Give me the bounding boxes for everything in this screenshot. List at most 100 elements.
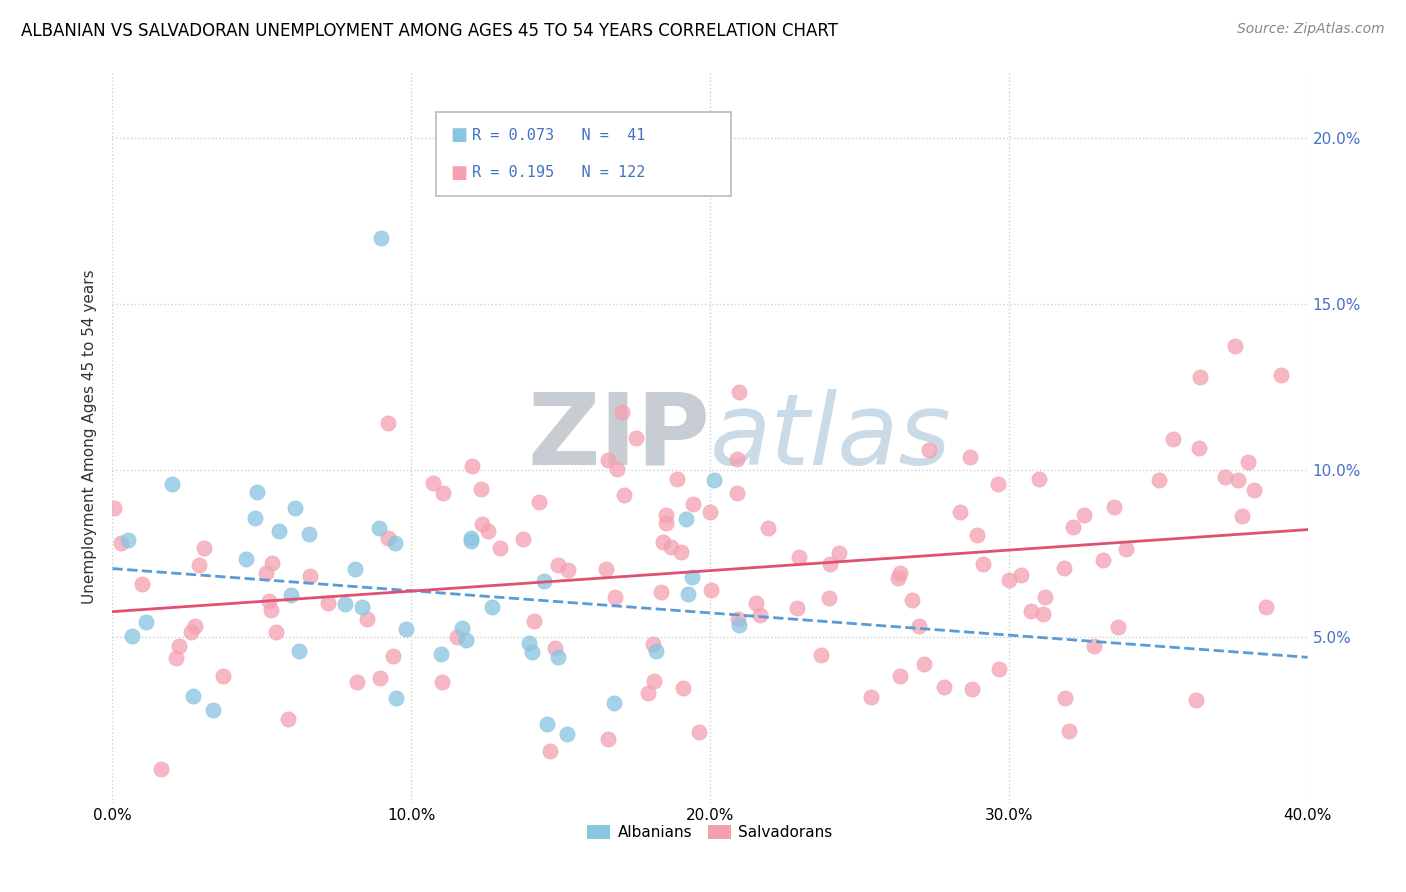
Point bbox=[346, 675, 368, 690]
Point bbox=[533, 574, 555, 589]
Point bbox=[1053, 560, 1076, 574]
Point bbox=[260, 602, 283, 616]
Point bbox=[613, 488, 636, 502]
Point bbox=[644, 644, 666, 658]
Point bbox=[987, 477, 1010, 491]
Point bbox=[538, 744, 561, 758]
Point bbox=[912, 657, 935, 672]
Point bbox=[598, 452, 620, 467]
Point bbox=[789, 549, 811, 564]
Point bbox=[377, 531, 399, 545]
Point bbox=[901, 593, 924, 607]
Point bbox=[699, 505, 721, 519]
Point bbox=[1010, 568, 1032, 582]
Point bbox=[536, 717, 558, 731]
Point bbox=[908, 619, 931, 633]
Point bbox=[643, 673, 665, 688]
Text: ■: ■ bbox=[450, 163, 467, 181]
Point bbox=[917, 443, 939, 458]
Point bbox=[606, 462, 628, 476]
Point bbox=[519, 635, 541, 649]
Point bbox=[523, 614, 546, 628]
Point bbox=[682, 497, 704, 511]
Point bbox=[547, 649, 569, 664]
Point bbox=[193, 541, 215, 556]
Point bbox=[316, 596, 339, 610]
Point bbox=[655, 508, 678, 523]
Point bbox=[598, 731, 620, 746]
Point bbox=[1237, 455, 1260, 469]
Point bbox=[460, 532, 482, 546]
Point bbox=[887, 571, 910, 585]
Point bbox=[557, 727, 579, 741]
Point bbox=[257, 594, 280, 608]
Point bbox=[429, 647, 451, 661]
Point bbox=[344, 562, 367, 576]
Point bbox=[333, 598, 356, 612]
Point bbox=[277, 713, 299, 727]
Y-axis label: Unemployment Among Ages 45 to 54 years: Unemployment Among Ages 45 to 54 years bbox=[82, 269, 97, 605]
Point bbox=[384, 536, 406, 550]
Point bbox=[110, 536, 132, 550]
Point bbox=[180, 625, 202, 640]
Point bbox=[529, 494, 551, 508]
Point bbox=[972, 558, 994, 572]
Point bbox=[284, 500, 307, 515]
Point bbox=[661, 540, 683, 554]
Point bbox=[1115, 541, 1137, 556]
Point bbox=[688, 725, 710, 739]
Point bbox=[280, 588, 302, 602]
Point bbox=[889, 566, 911, 581]
Point bbox=[135, 615, 157, 629]
Point bbox=[1254, 600, 1277, 615]
Point bbox=[748, 608, 770, 623]
Text: atlas: atlas bbox=[710, 389, 952, 485]
Point bbox=[988, 662, 1011, 676]
Point bbox=[368, 520, 391, 534]
Point bbox=[595, 561, 617, 575]
Point bbox=[547, 558, 569, 572]
Point bbox=[557, 563, 579, 577]
Point bbox=[299, 569, 322, 583]
Point bbox=[350, 599, 373, 614]
Point bbox=[665, 472, 688, 486]
Point bbox=[181, 689, 204, 703]
Point bbox=[934, 681, 956, 695]
Point bbox=[728, 618, 751, 632]
Point bbox=[626, 431, 648, 445]
Text: ■: ■ bbox=[450, 127, 467, 145]
Point bbox=[267, 524, 290, 538]
Point bbox=[889, 669, 911, 683]
Point bbox=[187, 558, 209, 573]
Point bbox=[655, 516, 678, 530]
Point bbox=[1147, 474, 1170, 488]
Text: Source: ZipAtlas.com: Source: ZipAtlas.com bbox=[1237, 22, 1385, 37]
Point bbox=[745, 596, 768, 610]
Point bbox=[1033, 590, 1056, 604]
Point bbox=[669, 545, 692, 559]
Point bbox=[243, 511, 266, 525]
Point bbox=[1270, 368, 1292, 382]
Point bbox=[471, 516, 494, 531]
Point bbox=[121, 629, 143, 643]
Point bbox=[211, 669, 233, 683]
Point bbox=[460, 534, 482, 549]
Point bbox=[610, 405, 633, 419]
Point bbox=[949, 505, 972, 519]
Point bbox=[681, 570, 703, 584]
Point bbox=[481, 600, 503, 615]
Point bbox=[246, 484, 269, 499]
Point bbox=[1091, 552, 1114, 566]
Point bbox=[652, 534, 675, 549]
Point bbox=[703, 473, 725, 487]
Point bbox=[1083, 639, 1105, 653]
Point bbox=[432, 674, 454, 689]
Point bbox=[650, 585, 672, 599]
Point bbox=[1184, 693, 1206, 707]
Point bbox=[432, 486, 454, 500]
Point bbox=[1227, 473, 1250, 487]
Point bbox=[370, 230, 392, 244]
Point bbox=[160, 476, 183, 491]
Point bbox=[1028, 472, 1050, 486]
Point bbox=[288, 644, 311, 658]
